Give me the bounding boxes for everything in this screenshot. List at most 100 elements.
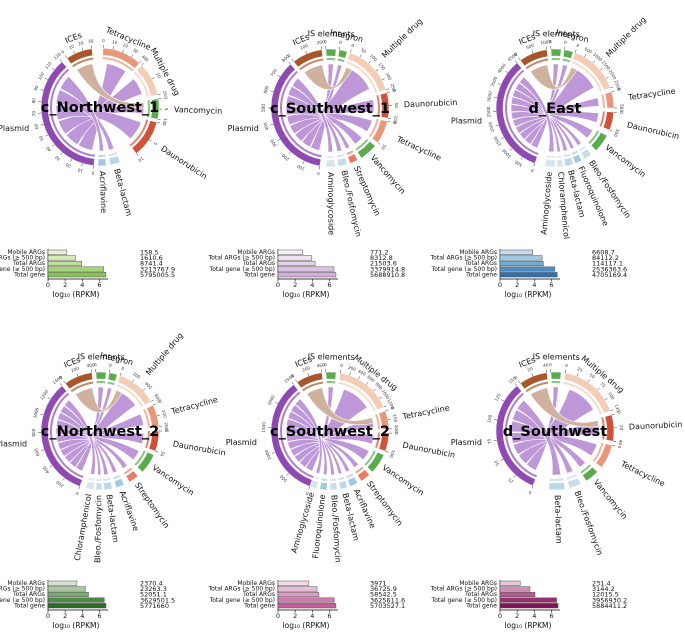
tick-label: 0 [340, 363, 344, 368]
tick-label: 0 [394, 432, 399, 435]
axis-tick [131, 54, 134, 58]
bar [499, 266, 556, 272]
tick-label: 1000 [32, 407, 40, 419]
tick-label: 250 [390, 83, 397, 92]
sector-label: Aminoglycoside [326, 172, 336, 235]
sector-label: Multiple drug [604, 15, 648, 59]
axis-tick [45, 134, 49, 137]
sector-inner-track [549, 478, 564, 482]
sector-ices [519, 372, 549, 390]
tick-label: 0 [391, 89, 397, 93]
axis-tick [501, 399, 505, 402]
bar-value-label: 3144.2 [592, 585, 615, 593]
tick-label: 50 [493, 459, 500, 466]
tick-label: 500 [584, 46, 594, 54]
ribbon [76, 63, 145, 109]
axis-tick [65, 55, 68, 59]
axis-tick [152, 403, 156, 406]
tick-label: 4500 [507, 52, 519, 63]
bar-value-label: 12015.5 [592, 591, 619, 599]
axis-tick [308, 486, 311, 490]
x-tick-label: 6 [327, 281, 331, 289]
sector-inner-track [103, 477, 111, 481]
tick-label: 0 [549, 39, 552, 44]
sector-inner-track [145, 431, 150, 449]
sector-is-elements [550, 371, 562, 380]
bar-value-label: 23263.3 [140, 585, 167, 593]
sector-label: Tetracycline [401, 403, 451, 421]
tick-label: 100 [389, 449, 397, 459]
axis-tick [157, 119, 161, 121]
sector-inner-track [146, 100, 150, 118]
sector-tetracycline [595, 443, 613, 468]
axis-tick [377, 142, 381, 145]
axis-tick [47, 397, 51, 400]
sector-inner-track [556, 155, 562, 158]
bar-category-label: Total gene (≥ 500 bp) [431, 266, 497, 273]
bar-value-label: 8741.4 [140, 260, 163, 268]
bar [499, 586, 531, 592]
sector-multiple-drug [572, 52, 611, 91]
sector-acriflavine [97, 158, 107, 167]
axis-tick [40, 89, 44, 91]
sector-integron [562, 49, 574, 59]
bar [47, 266, 105, 272]
axis-tick [119, 372, 122, 376]
sector-daunorubicin [379, 92, 390, 119]
axis-tick [339, 369, 342, 373]
axis-tick [386, 91, 390, 93]
tick-label: 100 [607, 391, 616, 401]
tick-label: 100 [296, 164, 306, 172]
chord-ribbons [510, 386, 600, 476]
sector-label: Daunorubicin [404, 98, 458, 109]
bar [47, 260, 83, 267]
x-axis-title: log₁₀ (RPKM) [283, 621, 330, 630]
tick-label: 0 [324, 362, 327, 367]
axis-tick [270, 90, 274, 92]
tick-label: 400 [357, 369, 367, 377]
tick-label: 30 [54, 154, 62, 161]
axis-tick [270, 124, 274, 126]
bar-category-label: Total ARGs (≥ 500 bp) [0, 255, 45, 262]
sector-label: Plasmid [0, 439, 27, 448]
tick-label: 40 [45, 145, 52, 153]
axis-tick [366, 381, 369, 385]
x-tick-label: 6 [327, 612, 331, 620]
x-tick-label: 0 [498, 612, 502, 620]
axis-tick [597, 387, 600, 391]
sector-inner-track [116, 384, 144, 407]
axis-tick [78, 486, 81, 490]
axis-tick [600, 67, 603, 71]
sector-inner-track [321, 478, 328, 481]
bar-category-label: Total ARGs [464, 260, 497, 267]
sector-vancomycin [357, 141, 376, 159]
tick-label: 4000 [496, 62, 507, 74]
sector-bleo-fosfomycin [336, 157, 348, 167]
tick-label: 50 [380, 143, 387, 151]
tick-label: 800 [281, 54, 291, 63]
ribbon [518, 76, 555, 153]
x-tick-label: 2 [515, 612, 519, 620]
axis-tick [564, 369, 567, 373]
sector-bleo-fosfomycin [329, 482, 338, 491]
axis-tick [514, 383, 518, 386]
axis-tick [379, 396, 382, 399]
tick-label: 0 [316, 171, 320, 176]
bar-value-label: 5795005.5 [140, 271, 175, 279]
axis-tick [385, 450, 389, 453]
sector-is-elements [550, 48, 562, 57]
ribbon [529, 387, 600, 428]
bar-chart-c_Southwest_1: Mobile ARGs 771.2 Total ARGs (≥ 500 bp) 831… [208, 249, 406, 300]
axis-tick [60, 152, 63, 155]
sector-plasmid [270, 384, 313, 487]
tick-label: 300 [269, 138, 278, 148]
axis-tick [501, 137, 505, 140]
sector-tetracycline [102, 47, 140, 69]
axis-tick [59, 59, 63, 62]
x-tick-label: 4 [532, 281, 536, 289]
tick-label: 10 [162, 118, 168, 125]
sector-label: Daunorubicin [172, 439, 226, 457]
axis-tick [520, 157, 523, 160]
tick-label: 0 [390, 406, 396, 411]
x-tick-label: 4 [532, 612, 536, 620]
